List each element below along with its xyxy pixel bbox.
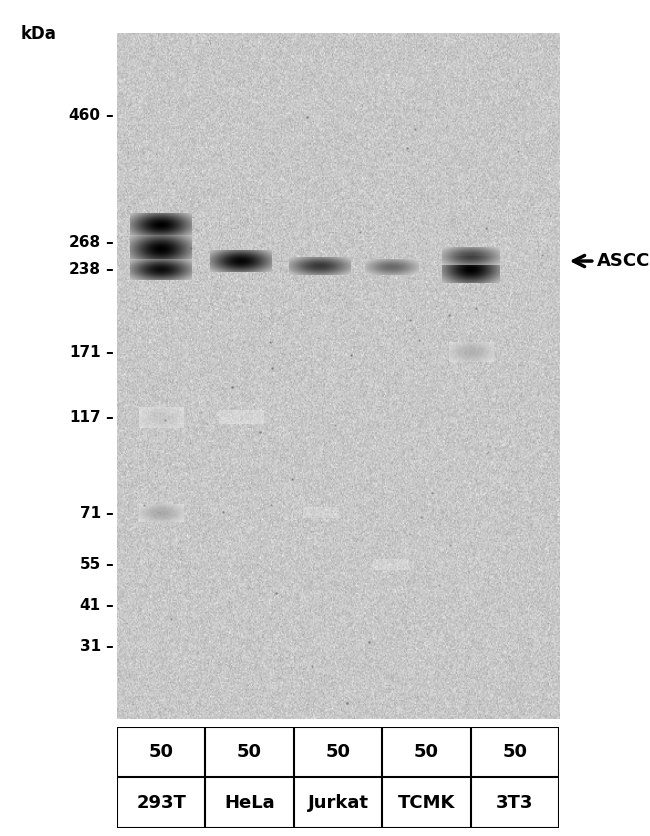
- Text: kDa: kDa: [21, 25, 57, 43]
- Text: –: –: [105, 344, 113, 359]
- Text: HeLa: HeLa: [224, 793, 275, 812]
- Text: 293T: 293T: [136, 793, 186, 812]
- Text: 238: 238: [69, 263, 101, 278]
- Text: Jurkat: Jurkat: [307, 793, 369, 812]
- Text: 117: 117: [69, 410, 101, 425]
- Text: 50: 50: [502, 743, 527, 762]
- Text: ASCC3: ASCC3: [597, 252, 650, 270]
- Text: –: –: [105, 410, 113, 425]
- Text: –: –: [105, 599, 113, 614]
- Text: 31: 31: [79, 640, 101, 655]
- Text: –: –: [105, 506, 113, 521]
- Text: 41: 41: [79, 599, 101, 614]
- Text: 50: 50: [237, 743, 262, 762]
- Text: 71: 71: [79, 506, 101, 521]
- Text: –: –: [105, 108, 113, 123]
- Text: –: –: [105, 235, 113, 250]
- Text: 268: 268: [69, 235, 101, 250]
- Text: –: –: [105, 558, 113, 572]
- Text: 171: 171: [69, 344, 101, 359]
- Text: 50: 50: [414, 743, 439, 762]
- Text: 55: 55: [79, 558, 101, 572]
- Text: 50: 50: [326, 743, 350, 762]
- Text: 460: 460: [69, 108, 101, 123]
- Text: –: –: [105, 263, 113, 278]
- Text: TCMK: TCMK: [398, 793, 455, 812]
- Text: 50: 50: [149, 743, 174, 762]
- Text: –: –: [105, 640, 113, 655]
- Text: 3T3: 3T3: [496, 793, 534, 812]
